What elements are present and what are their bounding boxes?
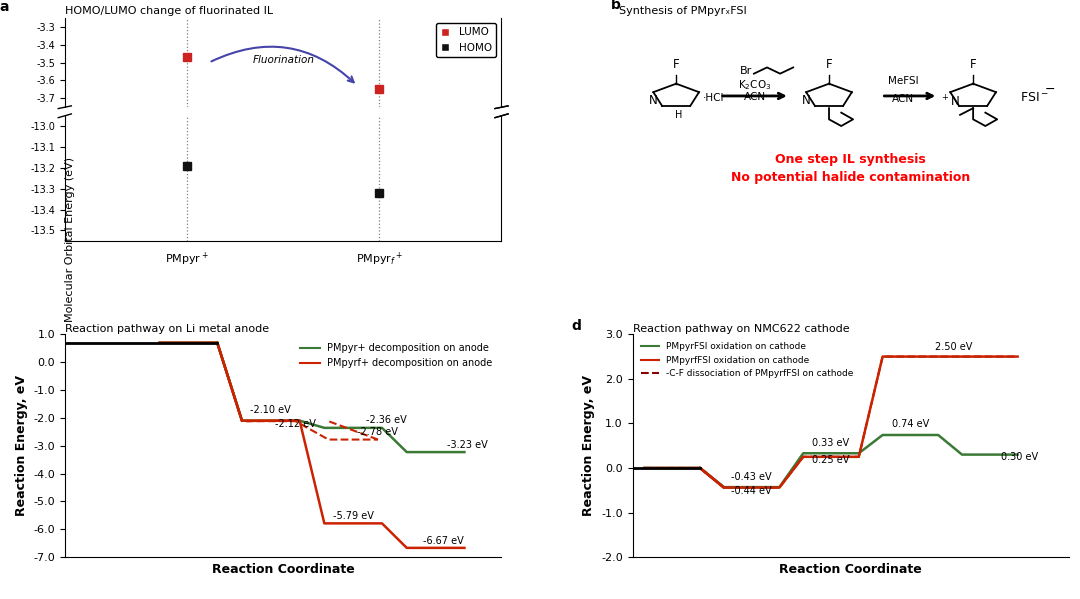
Text: -2.78 eV: -2.78 eV bbox=[357, 427, 399, 437]
Text: MeFSI: MeFSI bbox=[888, 75, 919, 86]
Text: 0.25 eV: 0.25 eV bbox=[812, 455, 850, 465]
Text: Reaction pathway on NMC622 cathode: Reaction pathway on NMC622 cathode bbox=[633, 323, 849, 334]
Text: -0.44 eV: -0.44 eV bbox=[731, 486, 772, 496]
Text: a: a bbox=[0, 0, 9, 14]
Text: N: N bbox=[649, 95, 658, 107]
Text: ACN: ACN bbox=[744, 92, 766, 102]
Text: -3.23 eV: -3.23 eV bbox=[446, 440, 487, 450]
Text: Synthesis of PMpyrₓFSI: Synthesis of PMpyrₓFSI bbox=[620, 5, 747, 16]
Text: HOMO/LUMO change of fluorinated IL: HOMO/LUMO change of fluorinated IL bbox=[65, 6, 273, 16]
Text: ACN: ACN bbox=[892, 93, 915, 104]
Text: F: F bbox=[673, 59, 679, 71]
Text: 0.30 eV: 0.30 eV bbox=[1001, 452, 1039, 462]
Text: One step IL synthesis: One step IL synthesis bbox=[775, 153, 927, 166]
Text: d: d bbox=[571, 319, 581, 333]
Legend: PMpyr+ decomposition on anode, PMpyrf+ decomposition on anode: PMpyr+ decomposition on anode, PMpyrf+ d… bbox=[296, 339, 497, 372]
Text: -5.79 eV: -5.79 eV bbox=[333, 510, 374, 521]
X-axis label: Reaction Coordinate: Reaction Coordinate bbox=[780, 562, 922, 576]
Text: F: F bbox=[970, 59, 976, 71]
Legend: PMpyrFSI oxidation on cathode, PMpyrfFSI oxidation on cathode, -C-F dissociation: PMpyrFSI oxidation on cathode, PMpyrfFSI… bbox=[637, 339, 856, 382]
Text: -2.10 eV: -2.10 eV bbox=[251, 405, 292, 415]
Text: N: N bbox=[801, 95, 811, 107]
Text: H: H bbox=[675, 110, 683, 120]
X-axis label: Reaction Coordinate: Reaction Coordinate bbox=[212, 562, 354, 576]
Text: 0.74 eV: 0.74 eV bbox=[892, 419, 929, 429]
Text: $^+$N: $^+$N bbox=[941, 95, 960, 110]
Text: -2.36 eV: -2.36 eV bbox=[365, 415, 406, 425]
Text: No potential halide contamination: No potential halide contamination bbox=[731, 171, 971, 183]
Text: -0.43 eV: -0.43 eV bbox=[731, 472, 772, 482]
Text: F: F bbox=[826, 59, 833, 71]
Text: -2.12 eV: -2.12 eV bbox=[275, 419, 315, 429]
Text: FSI$^-$: FSI$^-$ bbox=[1020, 90, 1049, 104]
Legend: LUMO, HOMO: LUMO, HOMO bbox=[436, 23, 497, 57]
Text: Br: Br bbox=[740, 66, 752, 75]
Text: 2.50 eV: 2.50 eV bbox=[935, 342, 973, 352]
Text: -6.67 eV: -6.67 eV bbox=[423, 536, 464, 546]
Text: ·HCl: ·HCl bbox=[702, 93, 724, 103]
Text: K$_2$CO$_3$: K$_2$CO$_3$ bbox=[738, 78, 771, 92]
Text: $-$: $-$ bbox=[1044, 82, 1055, 95]
Y-axis label: Reaction Energy, eV: Reaction Energy, eV bbox=[582, 375, 595, 516]
Text: Reaction pathway on Li metal anode: Reaction pathway on Li metal anode bbox=[65, 323, 269, 334]
Text: 0.33 eV: 0.33 eV bbox=[812, 438, 850, 447]
Text: b: b bbox=[610, 0, 621, 12]
Text: Fluorination: Fluorination bbox=[253, 55, 314, 65]
Text: Molecular Orbital Energy (eV): Molecular Orbital Energy (eV) bbox=[65, 157, 76, 322]
Y-axis label: Reaction Energy, eV: Reaction Energy, eV bbox=[15, 375, 28, 516]
